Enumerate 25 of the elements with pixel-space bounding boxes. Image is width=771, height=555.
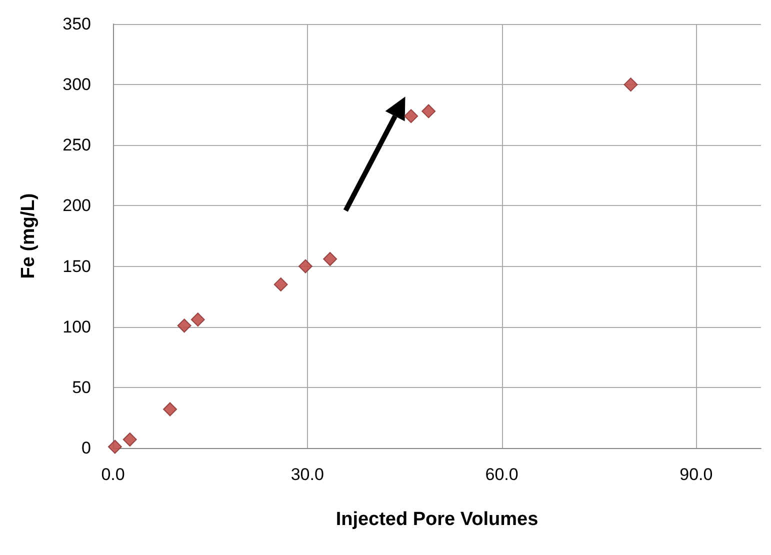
x-tick-label: 60.0: [485, 465, 518, 484]
x-tick-label: 30.0: [290, 465, 324, 484]
y-tick-label: 250: [62, 136, 91, 155]
point: [298, 259, 312, 274]
x-tick-label: 90.0: [680, 465, 713, 484]
y-tick-label: 100: [62, 317, 91, 336]
x-axis-title: Injected Pore Volumes: [336, 509, 538, 530]
x-tick-label: 0.0: [101, 465, 125, 484]
point: [122, 432, 137, 447]
point: [624, 78, 638, 92]
point: [190, 312, 205, 327]
point: [108, 440, 122, 454]
point: [274, 277, 288, 292]
point: [404, 109, 418, 124]
y-tick-label: 300: [62, 75, 91, 94]
y-tick-label: 0: [82, 438, 91, 458]
point: [422, 104, 436, 118]
point: [177, 318, 192, 333]
point: [163, 402, 178, 416]
y-tick-label: 200: [62, 196, 91, 216]
y-tick-label: 50: [72, 378, 91, 397]
y-axis-title: Fe (mg/L): [18, 193, 39, 279]
point: [323, 252, 338, 266]
y-tick-label: 350: [62, 14, 91, 34]
y-tick-label: 150: [62, 256, 91, 276]
